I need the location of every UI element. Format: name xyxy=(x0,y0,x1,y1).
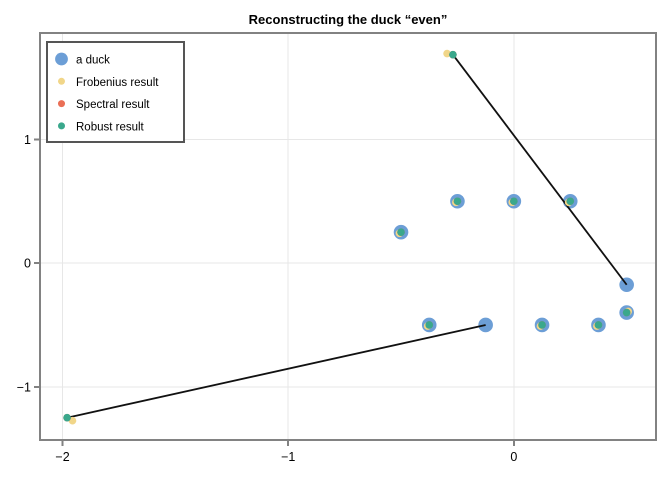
x-axis-tick-label: 0 xyxy=(510,450,517,464)
robust-point xyxy=(538,321,546,329)
legend-item: Frobenius result xyxy=(58,77,159,89)
y-axis-tick-label: 1 xyxy=(24,133,31,147)
x-axis-tick-label: −1 xyxy=(281,450,295,464)
robust-point xyxy=(425,321,434,329)
legend-marker-spectral-result xyxy=(58,100,65,108)
duck-point xyxy=(478,317,493,333)
legend-item: a duck xyxy=(55,52,110,67)
legend-box xyxy=(46,41,185,143)
legend-label: Spectral result xyxy=(76,99,150,111)
x-axis-tick-label: −2 xyxy=(55,450,69,464)
robust-point xyxy=(63,413,71,422)
robust-point xyxy=(566,197,575,206)
robust-point xyxy=(622,308,631,317)
legend-marker-a-duck xyxy=(55,52,68,66)
legend-item: Robust result xyxy=(58,121,145,133)
frobenius-point xyxy=(443,49,451,58)
legend-label: Frobenius result xyxy=(76,77,159,89)
plot-frame xyxy=(39,32,657,441)
robust-point xyxy=(510,197,518,206)
mismatch-line xyxy=(452,54,628,286)
robust-point xyxy=(449,50,457,59)
robust-point xyxy=(594,321,603,329)
legend-label: a duck xyxy=(76,55,110,67)
robust-point xyxy=(453,197,462,206)
legend-item: Spectral result xyxy=(58,99,150,111)
legend-label: Robust result xyxy=(76,121,145,133)
y-axis-tick-label: −1 xyxy=(17,380,31,394)
legend-marker-robust-result xyxy=(58,122,65,130)
robust-point xyxy=(397,228,405,236)
mismatch-line xyxy=(66,324,486,419)
plot-title: Reconstructing the duck “even” xyxy=(249,12,448,27)
y-axis-tick-label: 0 xyxy=(24,257,31,271)
legend-marker-frobenius-result xyxy=(58,77,65,85)
